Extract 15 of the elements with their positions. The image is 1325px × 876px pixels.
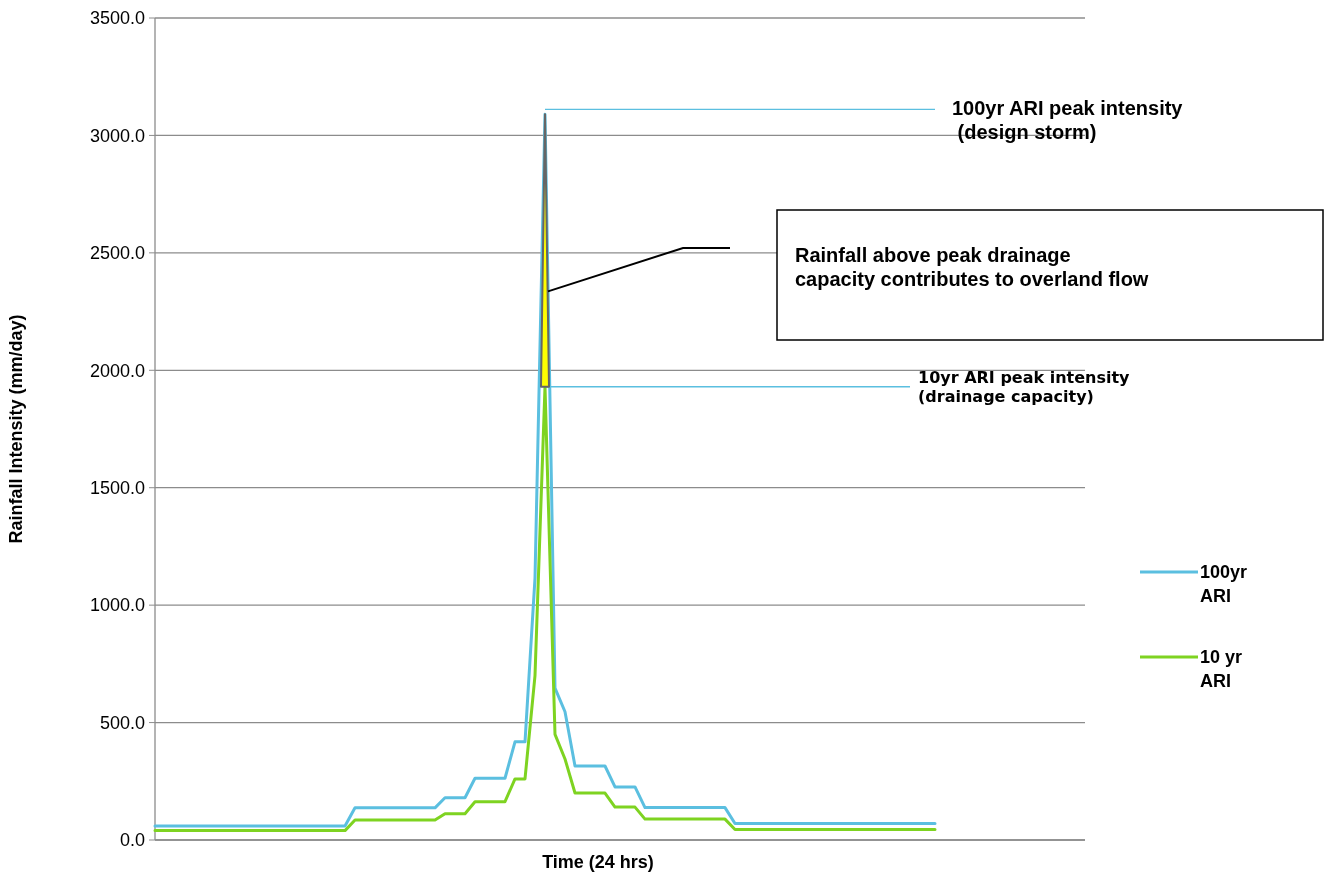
y-tick-label: 2500.0 <box>89 243 145 264</box>
y-tick-label: 1000.0 <box>89 595 145 616</box>
legend-label: 10 yr ARI <box>1200 647 1243 691</box>
y-tick-label: 3500.0 <box>89 8 145 29</box>
y-tick-label: 2000.0 <box>89 360 145 381</box>
legend-label: 100yr ARI <box>1200 562 1248 606</box>
y-tick-label: 3000.0 <box>89 125 145 146</box>
y-tick-label: 1500.0 <box>89 478 145 499</box>
annotation: 100yr ARI peak intensity (design storm) <box>952 97 1184 144</box>
annotation: 10yr ARI peak intensity (drainage capacity) <box>918 367 1131 406</box>
x-axis-title: Time (24 hrs) <box>542 852 654 872</box>
y-tick-label: 500.0 <box>99 712 145 733</box>
annotation: Rainfall above peak drainage capacity contributes to overland flow <box>795 244 1149 290</box>
y-axis-title: Rainfall Intensity (mm/day) <box>6 314 26 544</box>
y-tick-label: 0.0 <box>119 830 145 851</box>
